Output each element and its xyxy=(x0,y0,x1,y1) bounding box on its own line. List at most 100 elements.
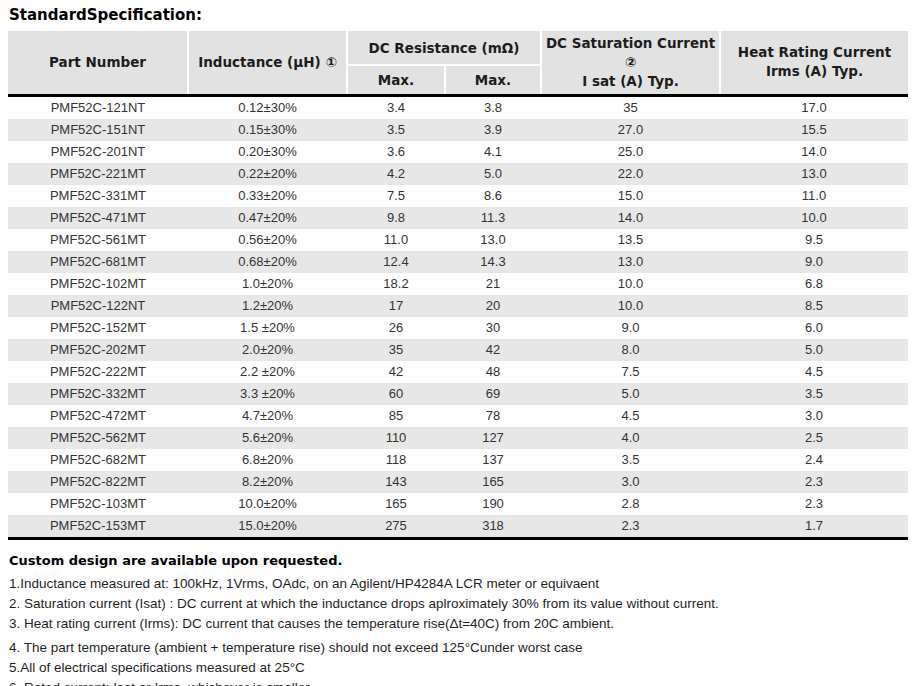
table-cell: 21 xyxy=(445,273,541,295)
table-cell: PMF52C-201NT xyxy=(8,141,188,163)
table-cell: 3.8 xyxy=(445,95,541,119)
table-row: PMF52C-562MT5.6±20%1101274.02.5 xyxy=(8,427,908,449)
table-cell: 11.3 xyxy=(445,207,541,229)
column-header-dcr-max-2: Max. xyxy=(445,65,541,95)
table-cell: 4.2 xyxy=(347,163,445,185)
table-cell: PMF52C-122NT xyxy=(8,295,188,317)
table-cell: 14.3 xyxy=(445,251,541,273)
table-cell: 78 xyxy=(445,405,541,427)
table-cell: 20 xyxy=(445,295,541,317)
table-cell: 25.0 xyxy=(541,141,720,163)
table-cell: 10.0 xyxy=(541,273,720,295)
table-cell: PMF52C-102MT xyxy=(8,273,188,295)
table-cell: 9.0 xyxy=(720,251,908,273)
table-cell: 10.0 xyxy=(541,295,720,317)
table-cell: 4.5 xyxy=(720,361,908,383)
table-cell: 3.0 xyxy=(720,405,908,427)
table-cell: PMF52C-472MT xyxy=(8,405,188,427)
table-cell: 48 xyxy=(445,361,541,383)
table-row: PMF52C-202MT2.0±20%35428.05.0 xyxy=(8,339,908,361)
table-cell: PMF52C-121NT xyxy=(8,95,188,119)
table-cell: 0.33±20% xyxy=(188,185,347,207)
table-cell: 318 xyxy=(445,515,541,539)
table-cell: 3.5 xyxy=(347,119,445,141)
table-cell: 27.0 xyxy=(541,119,720,141)
table-cell: 1.7 xyxy=(720,515,908,539)
spec-page: StandardSpecification: Part Number Induc… xyxy=(0,0,917,686)
table-cell: 0.56±20% xyxy=(188,229,347,251)
table-cell: 10.0±20% xyxy=(188,493,347,515)
table-cell: 5.0 xyxy=(720,339,908,361)
table-row: PMF52C-153MT15.0±20%2753182.31.7 xyxy=(8,515,908,539)
table-cell: 3.6 xyxy=(347,141,445,163)
table-cell: 118 xyxy=(347,449,445,471)
note-3: 3. Heat rating current (Irms): DC curren… xyxy=(9,614,909,634)
saturation-header-line2: I sat (A) Typ. xyxy=(542,72,719,91)
table-cell: 190 xyxy=(445,493,541,515)
table-cell: 7.5 xyxy=(347,185,445,207)
table-cell: 143 xyxy=(347,471,445,493)
saturation-header-line1: DC Saturation Current ② xyxy=(542,34,719,72)
table-row: PMF52C-103MT10.0±20%1651902.82.3 xyxy=(8,493,908,515)
table-cell: 69 xyxy=(445,383,541,405)
note-1: 1.Inductance measured at: 100kHz, 1Vrms,… xyxy=(9,574,909,594)
table-cell: 42 xyxy=(347,361,445,383)
table-row: PMF52C-472MT4.7±20%85784.53.0 xyxy=(8,405,908,427)
table-cell: 35 xyxy=(347,339,445,361)
note-2: 2. Saturation current (Isat) : DC curren… xyxy=(9,594,909,614)
table-cell: 22.0 xyxy=(541,163,720,185)
table-cell: 165 xyxy=(445,471,541,493)
table-cell: 6.0 xyxy=(720,317,908,339)
table-row: PMF52C-681MT0.68±20%12.414.313.09.0 xyxy=(8,251,908,273)
table-row: PMF52C-221MT0.22±20%4.25.022.013.0 xyxy=(8,163,908,185)
table-cell: 6.8±20% xyxy=(188,449,347,471)
table-row: PMF52C-471MT0.47±20%9.811.314.010.0 xyxy=(8,207,908,229)
table-cell: 6.8 xyxy=(720,273,908,295)
column-header-part-number: Part Number xyxy=(8,31,188,95)
table-cell: PMF52C-151NT xyxy=(8,119,188,141)
table-cell: PMF52C-471MT xyxy=(8,207,188,229)
table-row: PMF52C-561MT0.56±20%11.013.013.59.5 xyxy=(8,229,908,251)
table-cell: 2.2 ±20% xyxy=(188,361,347,383)
table-cell: 3.9 xyxy=(445,119,541,141)
table-cell: 5.0 xyxy=(541,383,720,405)
table-cell: 5.6±20% xyxy=(188,427,347,449)
custom-design-note: Custom design are available upon request… xyxy=(9,553,909,568)
table-cell: 30 xyxy=(445,317,541,339)
table-row: PMF52C-201NT0.20±30%3.64.125.014.0 xyxy=(8,141,908,163)
column-header-inductance: Inductance (μH) ① xyxy=(188,31,347,95)
table-cell: 0.47±20% xyxy=(188,207,347,229)
column-header-dcr-max-1: Max. xyxy=(347,65,445,95)
table-cell: 15.0 xyxy=(541,185,720,207)
table-cell: 17 xyxy=(347,295,445,317)
table-cell: 9.8 xyxy=(347,207,445,229)
table-cell: 1.5 ±20% xyxy=(188,317,347,339)
table-cell: 2.5 xyxy=(720,427,908,449)
spec-table-header: Part Number Inductance (μH) ① DC Resista… xyxy=(8,31,908,95)
table-cell: 137 xyxy=(445,449,541,471)
table-cell: 110 xyxy=(347,427,445,449)
table-cell: 4.5 xyxy=(541,405,720,427)
table-cell: 13.0 xyxy=(720,163,908,185)
table-cell: PMF52C-562MT xyxy=(8,427,188,449)
table-cell: 4.1 xyxy=(445,141,541,163)
table-cell: 0.20±30% xyxy=(188,141,347,163)
table-cell: PMF52C-153MT xyxy=(8,515,188,539)
table-cell: 15.0±20% xyxy=(188,515,347,539)
note-4: 4. The part temperature (ambient + tempe… xyxy=(9,638,909,658)
table-row: PMF52C-102MT1.0±20%18.22110.06.8 xyxy=(8,273,908,295)
table-cell: 275 xyxy=(347,515,445,539)
table-cell: 17.0 xyxy=(720,95,908,119)
table-cell: 8.2±20% xyxy=(188,471,347,493)
table-cell: 4.0 xyxy=(541,427,720,449)
table-cell: 14.0 xyxy=(541,207,720,229)
table-cell: PMF52C-103MT xyxy=(8,493,188,515)
table-row: PMF52C-152MT1.5 ±20%26309.06.0 xyxy=(8,317,908,339)
table-cell: PMF52C-822MT xyxy=(8,471,188,493)
column-header-heat-rating-current: Heat Rating Current Irms (A) Typ. xyxy=(720,31,908,95)
table-cell: 2.3 xyxy=(720,471,908,493)
table-cell: 13.0 xyxy=(541,251,720,273)
table-cell: 3.3 ±20% xyxy=(188,383,347,405)
table-cell: 3.5 xyxy=(720,383,908,405)
table-row: PMF52C-682MT6.8±20%1181373.52.4 xyxy=(8,449,908,471)
